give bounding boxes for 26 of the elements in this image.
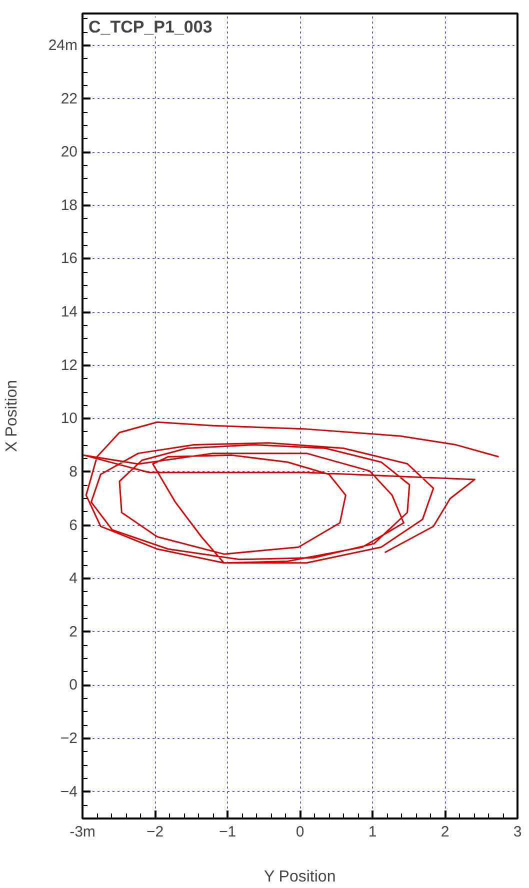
x-tick-label: 1 [368,824,377,840]
y-tick-label: 16 [60,250,78,268]
y-tick-label: −2 [60,730,78,748]
y-tick-label: −4 [60,783,78,800]
y-axis-title: X Position [3,380,20,452]
y-tick-label: 8 [69,463,78,480]
x-tick-label: −2 [146,824,164,840]
y-tick-label: 2 [69,623,78,640]
y-tick-label: 22 [60,90,78,108]
y-tick-label: 0 [69,676,78,694]
y-tick-label: 4 [69,570,78,588]
x-axis-title: Y Position [264,868,336,886]
x-tick-label: 0 [296,824,304,840]
y-tick-label: 14 [60,304,78,321]
x-tick-label: 2 [440,824,450,840]
y-tick-label: 24m [48,36,78,54]
y-tick-label: 6 [69,516,78,534]
chart-title: C_TCP_P1_003 [88,18,212,36]
y-tick-label: 10 [60,410,78,428]
y-tick-label: 20 [60,144,78,161]
line-series [83,421,500,564]
y-tick-label: 18 [60,196,78,214]
x-tick-label: -3m [70,824,96,840]
y-tick-label: 12 [60,356,78,374]
x-tick-label: 3 [513,824,522,840]
x-tick-label: −1 [218,824,236,840]
